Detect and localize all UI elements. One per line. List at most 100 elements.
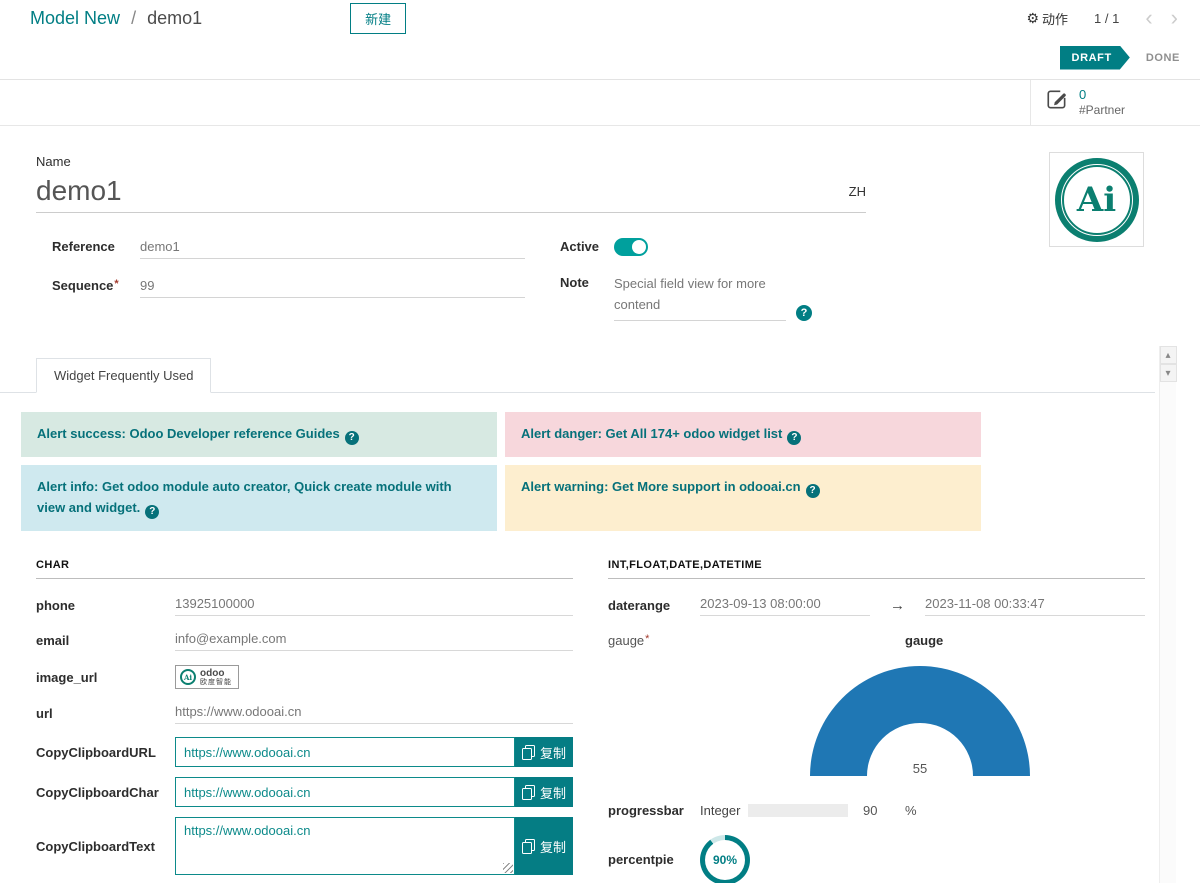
- question-circle-icon[interactable]: ?: [805, 483, 820, 498]
- control-panel-right: ⚙ 动作 1 / 1 ‹ ›: [1026, 5, 1178, 30]
- field-sections: CHAR phone 13925100000 email info@exampl…: [21, 559, 1200, 883]
- progressbar-label: progressbar: [608, 803, 684, 819]
- statusbar: DRAFT DONE: [1060, 46, 1180, 70]
- edit-note-icon: [1045, 88, 1069, 117]
- image-url-label: image_url: [36, 669, 98, 685]
- action-menu-label: 动作: [1042, 11, 1069, 27]
- daterange-end-input[interactable]: 2023-11-08 00:33:47: [925, 595, 1145, 617]
- partner-stat-button[interactable]: 0 #Partner: [1030, 80, 1176, 125]
- vertical-scrollbar[interactable]: ▴ ▾: [1159, 346, 1177, 883]
- name-field-value[interactable]: demo1: [36, 175, 122, 206]
- copy-clipboard-char-input[interactable]: [175, 777, 515, 808]
- alert-info: Alert info: Get odoo module auto creator…: [21, 464, 497, 531]
- partner-stat-texts: 0 #Partner: [1079, 87, 1125, 118]
- scroll-up-icon[interactable]: ▴: [1159, 346, 1177, 364]
- breadcrumb: Model New / demo1: [30, 8, 202, 29]
- scroll-down-icon[interactable]: ▾: [1159, 364, 1177, 382]
- pager-nav: ‹ ›: [1145, 5, 1178, 30]
- arrow-right-icon: →: [890, 597, 905, 615]
- copy-clipboard-text-label: CopyClipboardText: [36, 838, 155, 854]
- note-help-icon[interactable]: ?: [796, 304, 812, 321]
- alerts-grid: Alert success: Odoo Developer reference …: [21, 411, 1200, 531]
- percentpie-label: percentpie: [608, 852, 674, 868]
- email-input[interactable]: info@example.com: [175, 630, 573, 652]
- name-field[interactable]: demo1 ZH: [36, 175, 866, 213]
- progressbar-value[interactable]: 90: [863, 803, 878, 819]
- control-panel: Model New / demo1 新建 ⚙ 动作 1 / 1 ‹ ›: [0, 0, 1200, 36]
- percentpie-row: percentpie 90%: [608, 834, 1145, 883]
- name-field-label: Name: [36, 154, 71, 169]
- ai-logo-icon: Ai: [1054, 157, 1139, 242]
- active-toggle[interactable]: [614, 238, 648, 256]
- gauge-label: gauge*: [608, 633, 650, 649]
- copy-button[interactable]: 复制: [515, 777, 573, 808]
- alert-danger-text: Alert danger: Get All 174+ odoo widget l…: [521, 425, 783, 441]
- question-circle-icon[interactable]: ?: [787, 430, 802, 445]
- pager-prev-icon[interactable]: ‹: [1145, 5, 1153, 30]
- percentpie-value: 90%: [705, 839, 745, 880]
- gear-icon: ⚙: [1026, 9, 1040, 26]
- odoo-logo-text: odoo: [200, 667, 225, 679]
- daterange-label: daterange: [608, 598, 671, 614]
- phone-label: phone: [36, 598, 75, 614]
- note-input[interactable]: Special field view for more contend: [614, 273, 786, 321]
- reference-input[interactable]: demo1: [140, 237, 525, 259]
- record-image[interactable]: Ai: [1049, 152, 1144, 247]
- status-draft[interactable]: DRAFT: [1060, 46, 1130, 70]
- gauge-chart[interactable]: 55: [810, 665, 1030, 776]
- copy-clipboard-url-label: CopyClipboardURL: [36, 744, 156, 760]
- daterange-row: daterange 2023-09-13 08:00:00 → 2023-11-…: [608, 595, 1145, 617]
- copy-button[interactable]: 复制: [515, 817, 573, 876]
- progressbar-unit: %: [905, 803, 917, 819]
- odoo-logo-subtext: 欧度智能: [200, 678, 232, 686]
- breadcrumb-separator: /: [131, 7, 137, 28]
- url-row: url https://www.odooai.cn: [36, 702, 573, 724]
- gauge-value: 55: [912, 760, 928, 776]
- copy-button[interactable]: 复制: [515, 737, 573, 768]
- resize-grip-icon[interactable]: [503, 863, 513, 874]
- question-circle-icon[interactable]: ?: [145, 504, 160, 519]
- form-sheet: Ai Name demo1 ZH Reference demo1 Sequenc…: [0, 126, 1200, 883]
- phone-row: phone 13925100000: [36, 595, 573, 617]
- copy-clipboard-text-input[interactable]: https://www.odooai.cn: [175, 817, 515, 876]
- alert-success: Alert success: Odoo Developer reference …: [21, 411, 497, 457]
- active-field-row: Active: [560, 237, 880, 256]
- copy-clipboard-text-row: CopyClipboardText https://www.odooai.cn …: [36, 817, 573, 876]
- odoo-ai-icon: Ai: [180, 669, 196, 686]
- copy-button-label: 复制: [539, 785, 566, 801]
- reference-field-row: Reference demo1: [52, 237, 525, 259]
- percentpie-chart[interactable]: 90%: [700, 834, 750, 883]
- tab-content: Alert success: Odoo Developer reference …: [0, 393, 1200, 883]
- url-input[interactable]: https://www.odooai.cn: [175, 703, 573, 724]
- copy-clipboard-url-input[interactable]: [175, 737, 515, 768]
- phone-input[interactable]: 13925100000: [175, 595, 573, 617]
- gauge-chart-title: gauge: [905, 633, 944, 649]
- action-menu-button[interactable]: ⚙ 动作: [1026, 9, 1068, 28]
- sequence-input[interactable]: 99: [140, 276, 525, 298]
- sequence-field-row: Sequence* 99: [52, 276, 525, 298]
- question-circle-icon[interactable]: ?: [344, 430, 359, 445]
- odoo-mini-logo[interactable]: Ai odoo 欧度智能: [175, 664, 239, 690]
- url-label: url: [36, 705, 53, 721]
- breadcrumb-parent-link[interactable]: Model New: [30, 7, 121, 28]
- note-label: Note: [560, 275, 589, 290]
- copy-clipboard-char-row: CopyClipboardChar 复制: [36, 777, 573, 808]
- language-badge[interactable]: ZH: [848, 184, 866, 199]
- progressbar-track[interactable]: [748, 804, 848, 818]
- status-done[interactable]: DONE: [1145, 51, 1180, 64]
- daterange-start-input[interactable]: 2023-09-13 08:00:00: [700, 595, 870, 617]
- partner-count: 0: [1079, 86, 1087, 102]
- numeric-section: INT,FLOAT,DATE,DATETIME daterange 2023-0…: [608, 559, 1145, 883]
- tab-widget-frequently-used[interactable]: Widget Frequently Used: [36, 357, 212, 393]
- sequence-label: Sequence*: [52, 278, 119, 293]
- progressbar-type: Integer: [700, 803, 741, 819]
- email-row: email info@example.com: [36, 630, 573, 652]
- pager-next-icon[interactable]: ›: [1170, 5, 1178, 30]
- partner-label: #Partner: [1079, 103, 1126, 118]
- new-button[interactable]: 新建: [350, 2, 407, 34]
- form-status-row: DRAFT DONE: [0, 36, 1200, 80]
- copy-clipboard-url-row: CopyClipboardURL 复制: [36, 737, 573, 768]
- active-label: Active: [560, 239, 600, 254]
- alert-warning-text: Alert warning: Get More support in odooa…: [521, 478, 801, 494]
- alert-info-text: Alert info: Get odoo module auto creator…: [37, 478, 452, 515]
